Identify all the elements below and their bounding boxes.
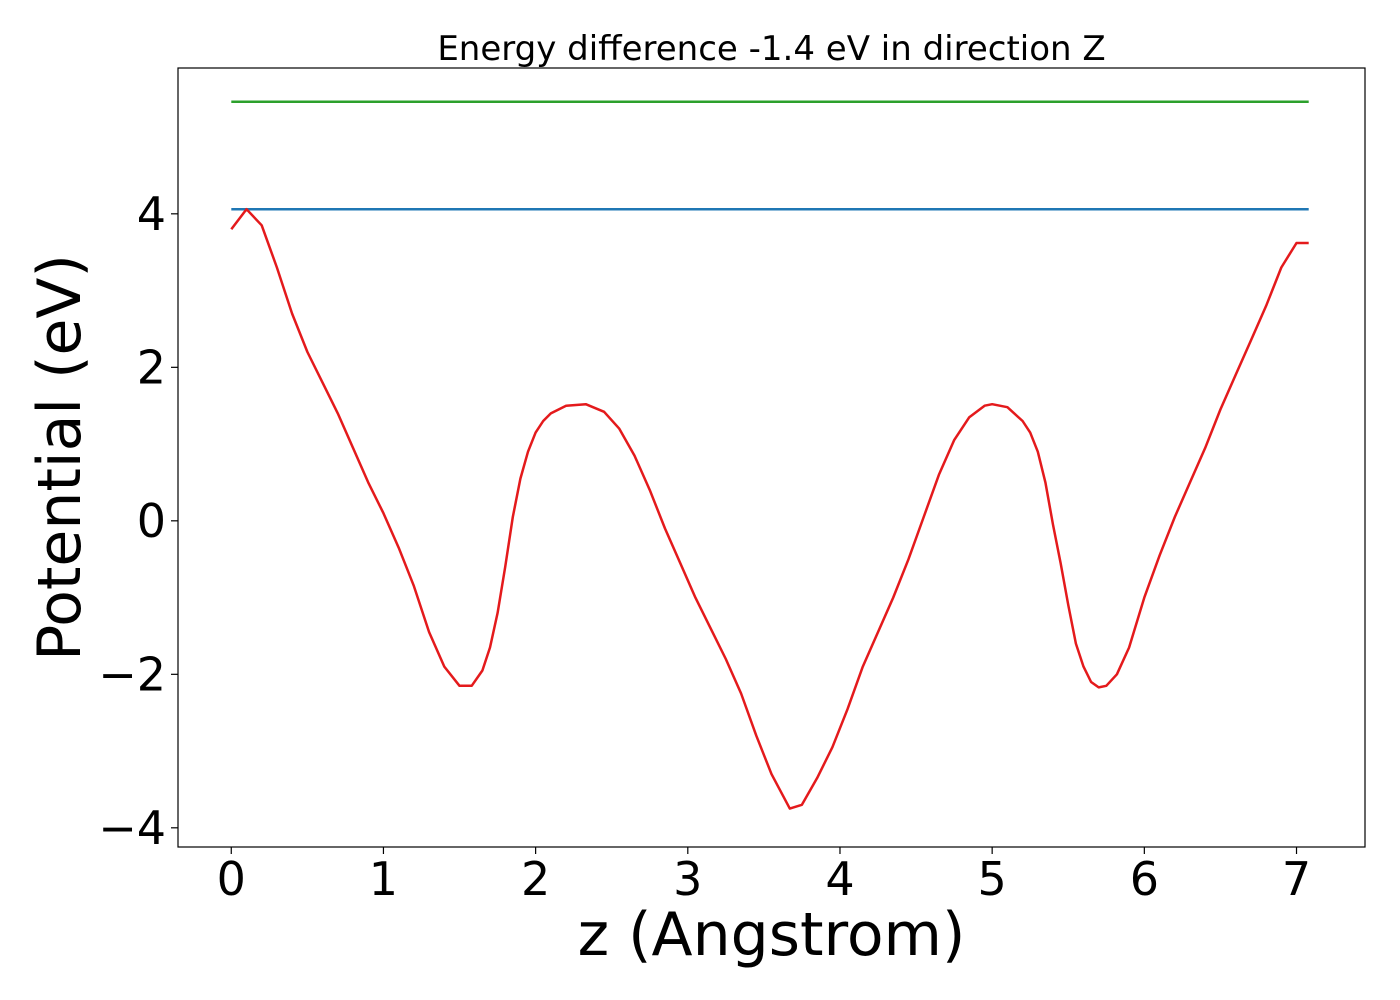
x-tick-label: 3 — [673, 852, 702, 906]
y-axis-ticks: −4 −2 0 2 4 — [98, 187, 178, 855]
y-tick-label: 0 — [137, 494, 166, 548]
x-tick-label: 0 — [217, 852, 246, 906]
chart-title: Energy difference -1.4 eV in direction Z — [437, 29, 1105, 69]
x-tick-label: 1 — [369, 852, 398, 906]
y-tick-label: 2 — [137, 340, 166, 394]
series-line-2 — [230, 207, 1309, 810]
x-tick-label: 6 — [1130, 852, 1159, 906]
x-axis-ticks: 0 1 2 3 4 5 6 7 — [217, 847, 1311, 906]
x-axis-label: z (Angstrom) — [578, 900, 966, 970]
plot-frame — [177, 67, 1366, 848]
x-tick-label: 7 — [1282, 852, 1311, 906]
y-tick-label: −2 — [98, 647, 166, 701]
x-tick-label: 5 — [978, 852, 1007, 906]
x-tick-label: 2 — [521, 852, 550, 906]
y-tick-label: 4 — [137, 187, 166, 241]
series-layer — [230, 100, 1309, 810]
y-tick-label: −4 — [98, 801, 166, 855]
y-axis-label: Potential (eV) — [25, 254, 95, 661]
x-tick-label: 4 — [825, 852, 854, 906]
